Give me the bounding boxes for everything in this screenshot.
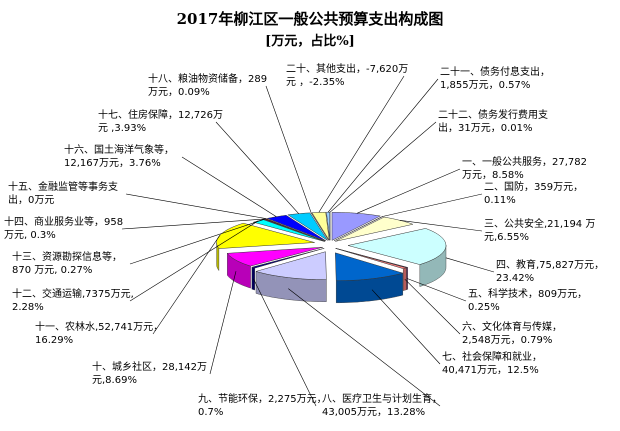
slice <box>226 246 323 267</box>
leader-line <box>318 75 405 213</box>
slice-label: 一、一般公共服务，27,782 <box>462 155 587 168</box>
slice-label: 元,6.55% <box>484 232 529 243</box>
slice-side <box>251 266 255 291</box>
slice-label: 万元, 0.3% <box>4 230 56 241</box>
slice-label: 十五、金融监管等事务支 <box>8 180 118 193</box>
leader-line <box>215 121 299 214</box>
leader-line <box>327 78 439 213</box>
slice-labels: 一、一般公共服务，27,782 万元，8.58%二、国防，359万元， 0.11% 三… <box>4 62 604 418</box>
slice-label: 23.42% <box>496 273 534 284</box>
slice <box>347 228 447 265</box>
slice-label: 十四、商业服务业等，958 <box>4 215 123 228</box>
slice-label: 0.7% <box>198 407 223 418</box>
chart-title: 2017年柳江区一般公共预算支出构成图 <box>176 10 444 28</box>
slice-label: 元,8.69% <box>92 375 137 386</box>
slice-label: 元 ,3.93% <box>98 123 146 134</box>
slice-label: 二、国防，359万元， <box>484 180 583 193</box>
leader-line <box>152 234 221 335</box>
leader-line <box>404 278 461 335</box>
slice-label: 九、节能环保，2,275万元， <box>198 392 327 405</box>
slice-label: 四、教育,75,827万元， <box>496 258 604 271</box>
leader-line <box>181 156 277 217</box>
slice-label: 2,548万元，0.79% <box>462 335 552 346</box>
slice-label: 七、社会保障和就业， <box>442 350 542 363</box>
slice-label: 出，31万元，0.01% <box>438 121 533 134</box>
slice-label: 二十、其他支出，-7,620万 <box>286 62 408 75</box>
slice-label: 三、公共安全,21,194 万 <box>484 217 595 230</box>
slice-label: 16.29% <box>35 335 73 346</box>
slice-label: 十一、农林水,52,741万元， <box>35 320 163 333</box>
slice-label: 十六、国土海洋气象等， <box>64 143 174 156</box>
leader-line <box>371 289 441 365</box>
slice-label: 万元，0.09% <box>148 87 210 98</box>
slice-label: 二十二、债务发行费用支 <box>438 108 548 121</box>
leader-line <box>125 193 267 219</box>
leader-line <box>129 220 259 302</box>
slice-label: 出，0万元 <box>8 193 54 206</box>
leader-line <box>329 121 437 213</box>
slice-label: 万元，8.58% <box>462 170 524 181</box>
pie-tops <box>216 211 447 282</box>
slice-label: 43,005万元，13.28% <box>322 407 425 418</box>
slice-label: 元 ，-2.35% <box>286 77 345 88</box>
slice <box>250 248 325 269</box>
leader-line <box>445 257 495 273</box>
leader-line <box>129 219 265 265</box>
slice-label: 十七、住房保障，12,726万 <box>98 108 223 121</box>
chart-subtitle: [万元，占比%] <box>265 34 355 49</box>
leader-line <box>288 288 441 407</box>
slice <box>335 248 408 269</box>
slice-label: 870 万元, 0.27% <box>12 265 92 276</box>
leader-lines <box>121 75 495 407</box>
slice-label: 六、文化体育与传媒， <box>462 320 562 333</box>
slice-label: 十、城乡社区，28,142万 <box>92 360 207 373</box>
slice-label: 1,855万元，0.57% <box>440 80 530 91</box>
slice <box>335 252 404 282</box>
leader-line <box>356 168 461 214</box>
leader-line <box>406 278 467 302</box>
slice <box>255 251 327 280</box>
slice-label: 二十一、债务付息支出， <box>440 65 550 78</box>
slice-label: 0.11% <box>484 195 516 206</box>
slice-label: 十三、资源勘探信息等， <box>12 250 122 263</box>
slice-label: 12,167万元，3.76% <box>64 158 161 169</box>
slice-label: 十二、交通运输,7375万元, <box>12 287 134 300</box>
leader-line <box>399 220 483 232</box>
leader-line <box>253 278 317 407</box>
slice-label: 八、医疗卫生与计划生育， <box>322 392 442 405</box>
slice-label: 2.28% <box>12 302 44 313</box>
slice-label: 40,471万元，12.5% <box>442 365 539 376</box>
leader-line <box>209 271 237 375</box>
leader-line <box>265 85 312 213</box>
leader-line <box>382 193 483 217</box>
slice-label: 0.25% <box>468 302 500 313</box>
slice-label: 五、科学技术，809万元， <box>468 287 587 300</box>
slice-label: 十八、粮油物资储备，289 <box>148 72 267 85</box>
leader-line <box>121 218 266 230</box>
